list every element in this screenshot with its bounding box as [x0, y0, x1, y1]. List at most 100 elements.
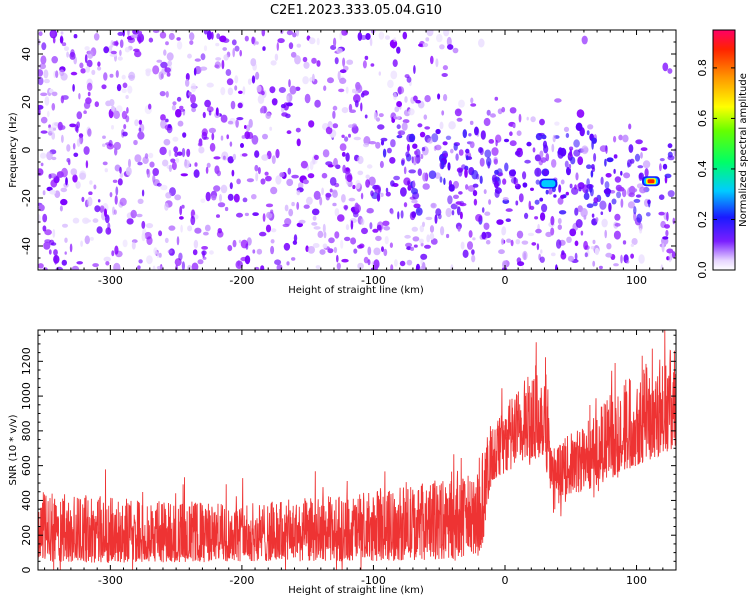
- spectrogram-cell: [288, 42, 294, 50]
- spectrogram-cell: [105, 261, 110, 266]
- spectrogram-cell: [522, 182, 528, 188]
- spectrogram-cell: [89, 236, 94, 241]
- spectrogram-cell: [59, 69, 65, 77]
- spectrogram-cell: [289, 85, 297, 95]
- spectrogram-cell: [194, 58, 201, 62]
- spectrogram-cell: [413, 95, 418, 102]
- spectrogram-cell: [215, 42, 220, 47]
- spectrogram-cell: [566, 166, 571, 176]
- spectrogram-cell: [86, 82, 93, 92]
- spectrogram-cell: [605, 252, 613, 258]
- spectrogram-cell: [38, 77, 44, 86]
- spectrogram-cell: [227, 120, 234, 125]
- spectrogram-cell: [323, 231, 327, 239]
- spectrogram-cell: [251, 75, 256, 84]
- spectrogram-cell: [163, 138, 171, 146]
- spectrogram-cell: [261, 154, 269, 161]
- spectrogram-cell: [378, 31, 385, 40]
- spectrogram-cell: [672, 217, 676, 225]
- spectrogram-cell: [527, 232, 535, 237]
- spectrogram-cell: [191, 107, 197, 113]
- spectrogram-cell: [55, 266, 63, 270]
- spectrogram-cell: [216, 170, 221, 177]
- spectrogram-cell: [345, 86, 349, 94]
- spectrogram-cell: [102, 135, 106, 139]
- spectrogram-cell: [260, 265, 265, 270]
- spectrogram-cell: [251, 135, 259, 145]
- spectrogram-cell: [317, 230, 324, 238]
- spectrogram-cell: [639, 228, 643, 234]
- spectrogram-cell: [203, 231, 209, 236]
- spectrogram-cell: [171, 104, 176, 111]
- spectrogram-cell: [342, 164, 346, 174]
- spectrogram-cell: [171, 161, 177, 171]
- spectrogram-cell: [369, 222, 373, 230]
- spectrogram-cell: [571, 187, 579, 195]
- spectrogram-cell: [66, 144, 71, 152]
- spectrogram-cell: [447, 44, 454, 50]
- spectrogram-cell: [312, 73, 315, 82]
- spectrogram-cell: [393, 92, 397, 101]
- spectrogram-cell: [633, 198, 641, 203]
- spectrogram-cell: [458, 168, 463, 177]
- spectrogram-cell: [586, 203, 594, 208]
- spectrogram-cell: [295, 127, 301, 133]
- spectrogram-cell: [447, 195, 453, 205]
- spectrogram-cell: [422, 221, 425, 227]
- spectrogram-cell: [539, 197, 544, 202]
- spectrogram-cell: [441, 160, 445, 170]
- spectrogram-cell: [72, 217, 80, 224]
- spectrogram-cell: [570, 156, 576, 165]
- spectrogram-cell: [640, 147, 648, 152]
- spectrogram-cell: [211, 132, 215, 141]
- spectrogram-cell: [364, 55, 369, 61]
- spectrogram-cell: [87, 128, 92, 137]
- spectrogram-cell: [497, 108, 503, 115]
- spectrogram-cell: [426, 234, 431, 243]
- spectrogram-cell: [606, 157, 614, 163]
- spectrogram-cell: [229, 141, 233, 147]
- spectrogram-cell: [138, 36, 142, 44]
- spectrogram-cell: [269, 126, 273, 131]
- colorbar-ticks: 0.0 0.2 0.4 0.6 0.8: [696, 29, 736, 279]
- spectrogram-cell: [333, 246, 338, 254]
- spectrogram-cell: [401, 158, 406, 165]
- spectrogram-cell: [220, 135, 224, 141]
- spectrogram-cell: [512, 123, 516, 129]
- spectrogram-cell: [600, 176, 604, 185]
- spectrogram-cell: [319, 249, 326, 255]
- spectrogram-cell: [208, 110, 212, 116]
- spectrogram-cell: [605, 173, 612, 178]
- spectrogram-cell: [411, 199, 418, 204]
- spectrogram-cell: [566, 236, 572, 243]
- spectrogram-cell: [302, 56, 308, 63]
- spectrogram-cell: [348, 197, 356, 202]
- spectrogram-cell: [481, 207, 485, 213]
- spectrogram-cell: [565, 133, 570, 138]
- spectrogram-cell: [538, 159, 543, 166]
- spectrogram-cell: [551, 143, 555, 153]
- spectrogram-cell: [516, 257, 522, 264]
- spectrogram-cell: [377, 124, 385, 130]
- spectrogram-cell: [445, 135, 452, 140]
- spectrogram-cell: [124, 46, 130, 53]
- spectrogram-cell: [42, 213, 48, 223]
- spectrogram-cell: [465, 155, 469, 161]
- spectrogram-cell: [470, 97, 474, 104]
- spectrogram-cell: [73, 34, 78, 39]
- snr-ylabel: SNR (10 * v/v): [8, 414, 19, 485]
- spectrogram-cell: [236, 117, 244, 121]
- spectrogram-cell: [153, 247, 158, 255]
- spectrogram-cell: [279, 172, 285, 178]
- spectrogram-cell: [60, 198, 68, 206]
- colorbar-tick-label: 0.2: [696, 211, 709, 229]
- spectrogram-cell: [179, 216, 184, 220]
- snr-marks: [38, 330, 676, 570]
- x-tick-label: 0: [501, 274, 508, 287]
- spectrogram-cell: [478, 147, 483, 153]
- spectrogram-cell: [152, 65, 160, 75]
- spectrogram-cell: [57, 121, 63, 131]
- spectrogram-cell: [558, 147, 563, 155]
- spectrogram-cell: [501, 106, 506, 113]
